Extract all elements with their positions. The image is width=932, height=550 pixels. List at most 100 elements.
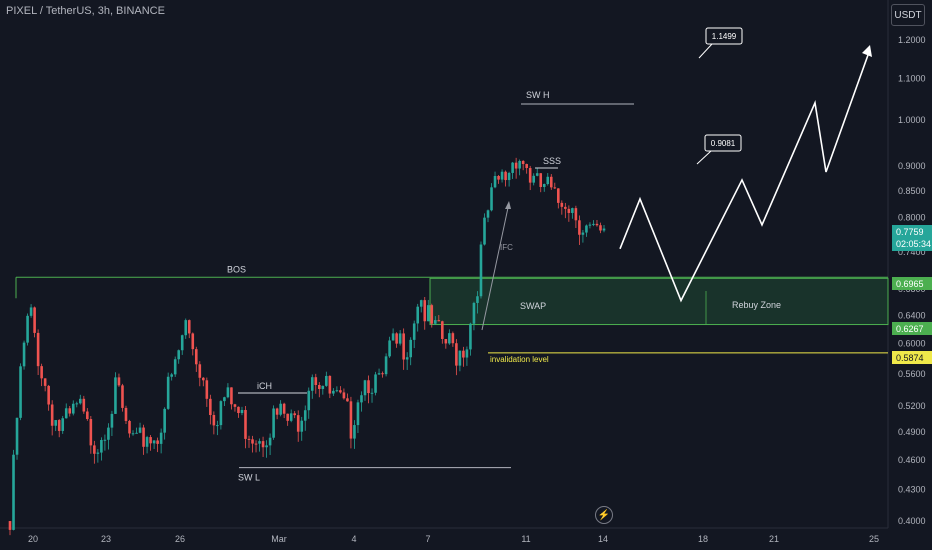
candle-body [159,432,163,444]
candle-body [300,420,304,432]
candle-body [82,398,86,412]
candle-body [532,175,536,183]
candle-body [279,403,282,415]
candle-body [103,439,107,441]
price-label-box [892,322,932,335]
candle-body [578,220,581,235]
candle-body [78,398,82,404]
candle-body [384,356,388,375]
candle-body [525,164,528,169]
candle-body [22,342,26,367]
candle-body [128,420,131,434]
candle-body [419,300,423,307]
candle-body [43,378,47,386]
candle-body [398,333,402,344]
y-tick-label: 0.6400 [898,310,926,320]
candle-body [124,407,128,421]
candle-body [254,443,258,445]
candle-body [237,406,240,414]
candle-body [205,380,209,399]
candle-body [93,445,96,454]
ich-label: iCH [257,381,272,391]
candle-body [557,188,560,203]
candle-body [166,376,170,409]
candle-body [599,225,602,231]
candle-body [198,364,202,378]
candle-body [328,375,332,394]
candle-body [307,390,311,411]
candle-body [61,418,65,431]
x-tick-label: 26 [175,534,185,544]
lightning-icon[interactable]: ⚡ [595,506,613,524]
candle-body [121,385,124,408]
candle-body [261,441,265,448]
candle-body [592,223,595,225]
candle-body [497,175,500,180]
candle-body [233,404,237,407]
candle-body [546,176,550,185]
candle-body [173,359,177,375]
swh-label: SW H [526,90,550,100]
candle-body [441,321,444,339]
candle-body [500,171,504,180]
candle-body [318,385,321,389]
x-tick-label: 21 [769,534,779,544]
candle-body [511,162,514,173]
candle-body [258,441,261,444]
candle-body [33,307,36,333]
candle-body [339,390,342,393]
price-label: 0.7759 [896,227,924,237]
candle-body [332,390,335,394]
candle-body [226,387,230,398]
candle-body [149,437,152,444]
candle-body [194,349,198,365]
candle-body [437,320,441,322]
y-tick-label: 0.7400 [898,247,926,257]
candle-body [602,228,606,231]
candle-body [57,420,61,431]
candle-body [451,333,455,344]
candle-body [360,395,363,403]
x-tick-label: Mar [271,534,287,544]
candle-body [180,335,184,351]
candle-body [230,387,233,405]
x-tick-label: 11 [521,534,530,544]
candle-body [504,171,507,181]
candle-body [110,413,114,428]
candle-body [346,398,349,402]
x-tick-label: 7 [425,534,430,544]
candle-body [177,350,181,360]
candle-body [64,408,68,419]
candle-body [374,374,377,393]
candle-body [247,438,251,440]
candle-body [321,385,325,389]
candle-body [138,427,142,433]
candle-body [560,202,564,207]
candle-body [107,427,110,440]
ifc-arrow [481,202,510,331]
candle-body [114,377,117,414]
candle-body [240,409,244,414]
x-tick-label: 23 [101,534,111,544]
candle-body [36,332,40,367]
candle-body [444,338,448,344]
y-tick-label: 0.6000 [898,339,926,349]
candle-body [286,413,289,421]
y-tick-label: 0.8500 [898,186,926,196]
currency-button[interactable]: USDT [891,4,925,26]
target-1-1499-label: 1.1499 [712,32,737,41]
candle-body [574,208,578,221]
x-tick-label: 20 [28,534,38,544]
y-tick-label: 0.5600 [898,369,926,379]
candle-body [251,439,254,444]
candle-body [191,333,195,350]
candle-body [75,403,79,405]
candle-body [455,343,458,366]
candle-body [342,392,346,399]
rebuy-zone-label: Rebuy Zone [732,300,781,310]
candle-body [571,208,574,213]
candle-body [89,419,93,446]
candle-body [303,410,307,421]
candle-body [314,377,318,386]
